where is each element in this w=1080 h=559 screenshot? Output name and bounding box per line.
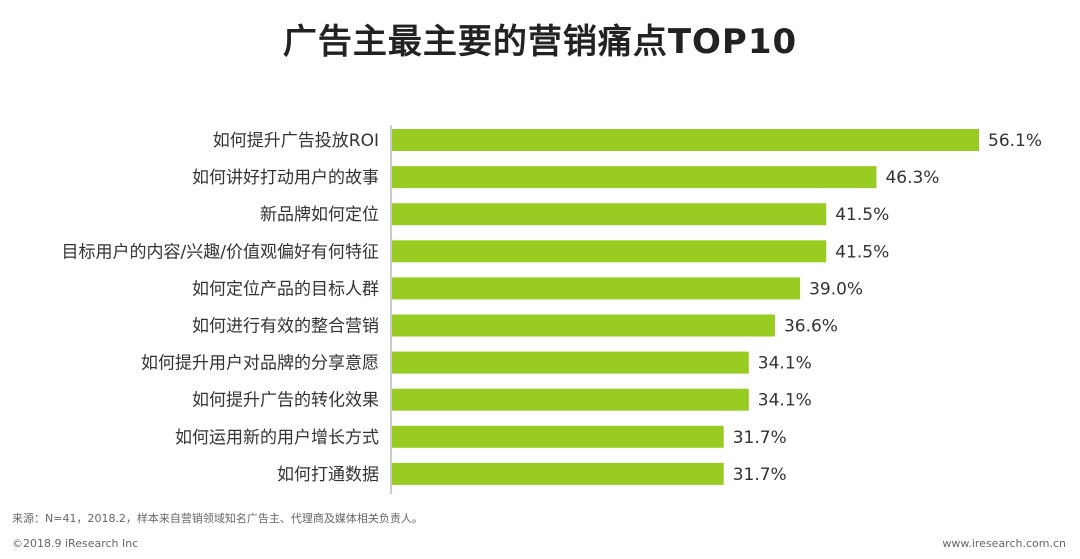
value-label: 34.1%	[758, 354, 812, 374]
bar	[392, 314, 775, 337]
category-label: 如何讲好打动用户的故事	[192, 168, 379, 188]
value-label: 39.0%	[809, 279, 863, 299]
bar	[392, 277, 801, 300]
value-label: 31.7%	[733, 428, 787, 448]
bar	[392, 129, 979, 151]
bar	[392, 425, 724, 448]
bar	[392, 166, 877, 189]
value-label: 56.1%	[988, 131, 1042, 151]
value-label: 46.3%	[885, 168, 939, 188]
bar	[392, 462, 724, 485]
category-label: 新品牌如何定位	[260, 205, 379, 225]
website-text: www.iresearch.com.cn	[942, 537, 1066, 550]
bar	[392, 203, 827, 226]
category-label: 如何进行有效的整合营销	[192, 317, 379, 337]
bar	[392, 240, 827, 263]
category-label: 如何提升用户对品牌的分享意愿	[141, 354, 379, 374]
value-label: 31.7%	[733, 465, 787, 485]
chart-title: 广告主最主要的营销痛点TOP10	[282, 22, 798, 62]
category-label: 如何提升广告的转化效果	[192, 391, 379, 411]
copyright-text: ©2018.9 iResearch Inc	[12, 537, 139, 550]
value-label: 36.6%	[784, 317, 838, 337]
category-label: 如何运用新的用户增长方式	[175, 428, 379, 448]
category-label: 如何提升广告投放ROI	[213, 131, 379, 151]
value-label: 41.5%	[835, 242, 889, 262]
source-note: 来源：N=41，2018.2，样本来自营销领域知名广告主、代理商及媒体相关负责人…	[12, 512, 423, 525]
bar	[392, 388, 749, 411]
category-label: 目标用户的内容/兴趣/价值观偏好有何特征	[62, 242, 379, 262]
bar	[392, 351, 749, 374]
category-label: 如何打通数据	[277, 465, 379, 485]
value-label: 34.1%	[758, 391, 812, 411]
value-label: 41.5%	[835, 205, 889, 225]
category-label: 如何定位产品的目标人群	[192, 279, 379, 299]
